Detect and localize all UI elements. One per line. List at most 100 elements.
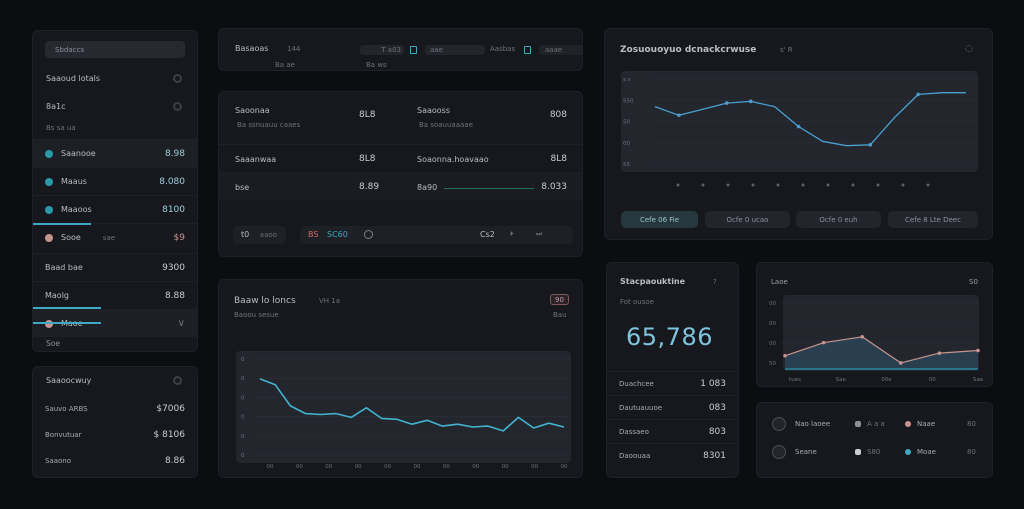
- label: Saaooss: [417, 106, 451, 115]
- plot-area: [236, 351, 571, 463]
- filter-button[interactable]: Cefe 8 Lte Deec: [888, 211, 978, 228]
- chart-title: Baaw lo loncs: [234, 296, 296, 306]
- label: 90: [555, 296, 564, 304]
- filter-button[interactable]: Cefe 06 Fie: [621, 211, 698, 228]
- legend-item[interactable]: Seane S80 Moae 80: [757, 443, 992, 463]
- label: aae: [430, 46, 443, 54]
- label: Saanooe: [61, 149, 96, 158]
- user-icon: [772, 417, 786, 431]
- chevron-down-icon[interactable]: ∨: [177, 318, 185, 329]
- label: 8L8: [359, 110, 376, 120]
- topbar-title: Basaoas: [235, 44, 269, 53]
- table-footer: t0 aaoo BS SC60 Cs2 ⏵ ⏭: [233, 226, 573, 244]
- x-tick-label: 00: [472, 464, 479, 470]
- label: 083: [708, 402, 726, 413]
- next-icon[interactable]: ⏵: [510, 230, 514, 238]
- data-point: [796, 124, 801, 129]
- y-tick-label: 0: [241, 376, 245, 382]
- label: $ 8106: [153, 430, 186, 440]
- label: 8.88: [164, 290, 185, 301]
- x-tick-label: 00: [296, 464, 303, 470]
- settings-icon[interactable]: [173, 74, 182, 83]
- help-icon[interactable]: ?: [713, 278, 717, 286]
- x-tick-label: 00: [502, 464, 509, 470]
- area-fill: [785, 336, 978, 369]
- legend-item[interactable]: Nao laoee A a a Naae 80: [757, 415, 992, 435]
- filter-icon[interactable]: [410, 46, 417, 54]
- x-tick-label: 00e: [881, 377, 892, 383]
- x-tick-label: Sae: [836, 377, 847, 383]
- page-label: Cs2: [480, 230, 495, 239]
- y-tick-label: 55: [623, 162, 630, 168]
- trend-line-chart: s.s 550 50 00 55: [621, 71, 978, 187]
- settings-icon[interactable]: [173, 376, 182, 385]
- small-area-chart: 00 00 00 50 tues Sae 00e 00 Sae: [769, 295, 984, 383]
- last-icon[interactable]: ⏭: [536, 230, 543, 238]
- sidebar-item[interactable]: Maolg 8.88: [33, 281, 197, 309]
- x-tick-marker: [701, 183, 705, 187]
- summary-row: Bonvutuar $ 8106: [33, 421, 197, 449]
- label: 8a90: [417, 183, 438, 192]
- chart-title-extra: VH 1a: [319, 297, 341, 305]
- table-row[interactable]: Saoonaa Ba ssnuauu caaes 8L8 Saaooss Ba …: [219, 92, 582, 144]
- user-icon: [772, 445, 786, 459]
- progress-bar: [33, 322, 101, 324]
- filter-icon[interactable]: [524, 46, 531, 54]
- y-tick-label: 0: [241, 434, 245, 440]
- sidebar-item[interactable]: Maaoos 8100: [33, 195, 197, 223]
- progress-bar: [33, 307, 101, 309]
- sidebar-item[interactable]: Baad bae 9300: [33, 253, 197, 281]
- filter-button[interactable]: Ocfe 0 euh: [796, 211, 881, 228]
- label: Ba soauuaaaae: [419, 121, 473, 129]
- label: 8301: [703, 450, 726, 461]
- data-point: [976, 348, 980, 353]
- label: sae: [102, 234, 116, 242]
- data-point: [916, 92, 920, 97]
- chart-title: Zosuouoyuo dcnackcrwuse: [620, 45, 757, 55]
- search-input[interactable]: Sbdaccs: [45, 41, 185, 58]
- refresh-icon[interactable]: [364, 230, 373, 239]
- status-icon: [45, 149, 53, 158]
- kpi-row: Dautuauuoe 083: [607, 395, 738, 419]
- label: 8100: [162, 204, 185, 215]
- sidebar-item[interactable]: Saanooe 8.98: [33, 139, 197, 167]
- x-tick-marker: [726, 183, 730, 187]
- y-tick-label: 0: [241, 357, 245, 363]
- filter-field[interactable]: aaae: [539, 45, 582, 55]
- label: Soaonna.hoavaao: [417, 155, 489, 164]
- settings-icon[interactable]: [173, 102, 182, 111]
- label: 9300: [162, 262, 185, 273]
- chart-badge[interactable]: 90: [550, 294, 569, 305]
- label: A a a: [867, 420, 885, 428]
- chat-icon[interactable]: ◌: [965, 44, 973, 54]
- filter-field[interactable]: aae: [425, 45, 485, 55]
- filter-field[interactable]: T a03: [360, 45, 404, 55]
- x-tick-label: 00: [531, 464, 538, 470]
- label: Saaono: [45, 457, 72, 465]
- filter-button[interactable]: Ocfe 0 ucao: [705, 211, 790, 228]
- y-tick-label: 00: [769, 301, 776, 307]
- data-point: [937, 351, 942, 355]
- label: 80: [967, 420, 976, 428]
- chip[interactable]: t0 aaoo: [233, 226, 286, 244]
- sidebar-item[interactable]: Sooe sae $9: [33, 223, 197, 251]
- chart-badge: S0: [969, 278, 978, 286]
- x-tick-label: tues: [789, 377, 801, 383]
- chart-badge-sub: Bau: [553, 311, 567, 319]
- chart-title-extra: s' R: [780, 46, 793, 54]
- sidebar-item[interactable]: Maaus 8.080: [33, 167, 197, 195]
- table-row[interactable]: Saaanwaa 8L8 Soaonna.hoavaao 8L8: [219, 144, 582, 172]
- label: Daoouaa: [619, 451, 651, 460]
- table-row[interactable]: bse 8.89 8a90 8.033: [219, 172, 582, 200]
- data-point: [899, 361, 903, 365]
- topbar-subtitle: Ba ae: [275, 61, 295, 69]
- label: 8.080: [159, 176, 185, 187]
- pagination[interactable]: BS SC60 Cs2 ⏵ ⏭: [300, 226, 573, 244]
- x-tick-label: 00: [929, 377, 936, 383]
- label: 80: [967, 448, 976, 456]
- y-tick-label: s.s: [623, 77, 631, 83]
- kpi-title: Stacpaouktine: [620, 277, 686, 286]
- series-line: [784, 336, 979, 364]
- x-tick-label: 00: [267, 464, 274, 470]
- kpi-subtitle: Fot ousoe: [620, 298, 654, 306]
